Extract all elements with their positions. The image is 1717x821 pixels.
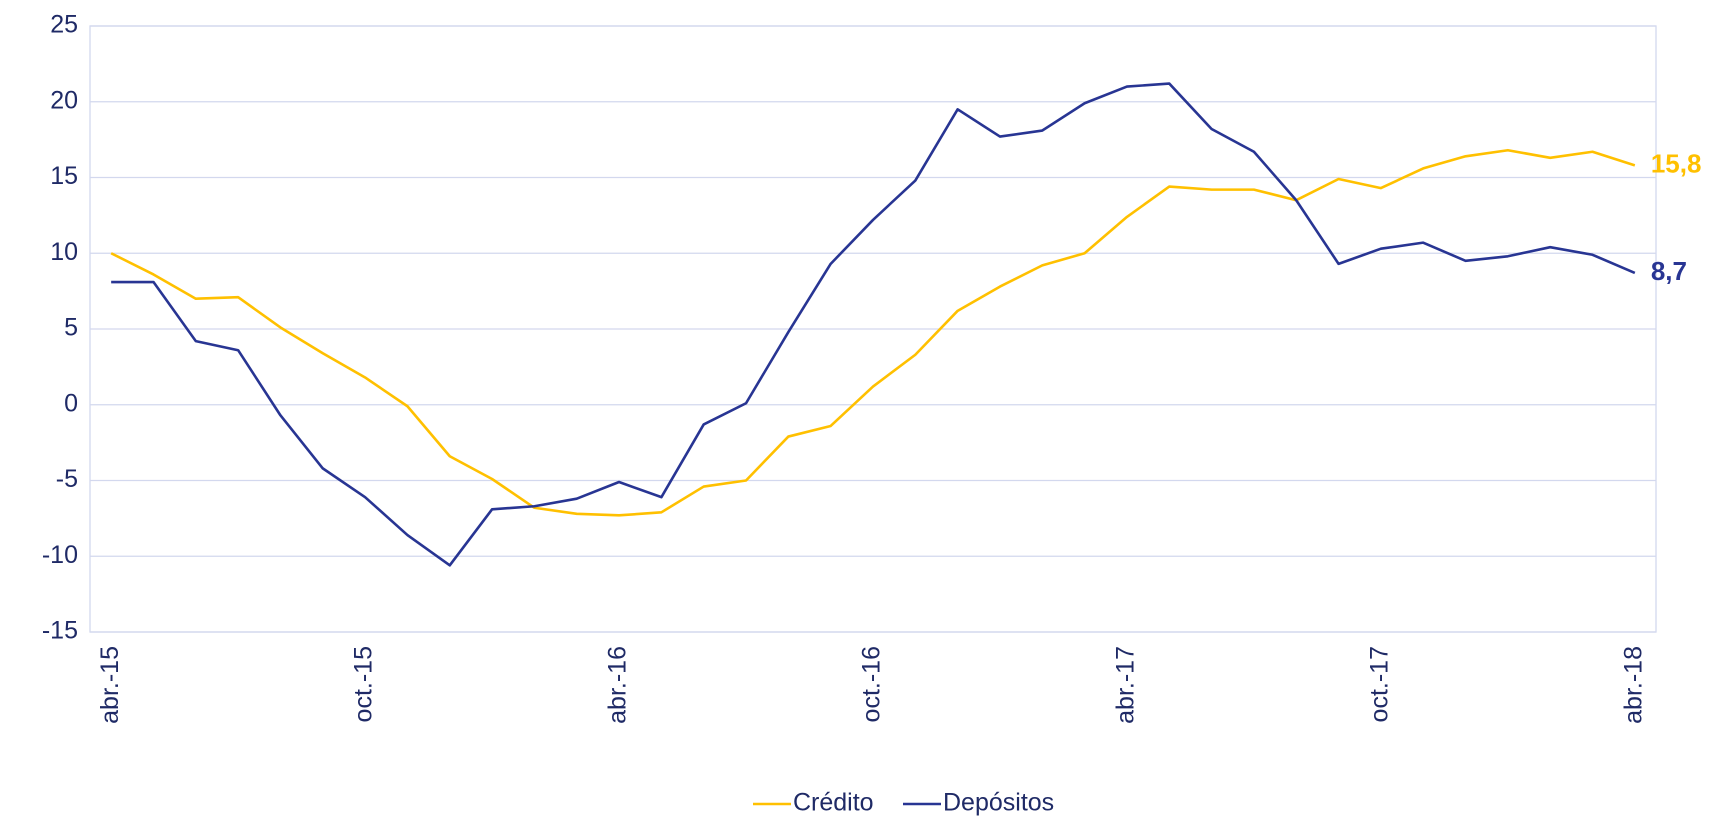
legend-item: Crédito [753,789,874,817]
y-tick-label: 15 [50,162,78,190]
legend-label: Crédito [793,789,874,817]
legend-item: Depósitos [903,789,1054,817]
y-tick-label: 20 [50,86,78,114]
x-tick-label: abr.-15 [96,646,124,724]
y-tick-label: 0 [64,389,78,417]
y-tick-label: -5 [56,465,78,493]
series-line [110,148,1636,517]
x-tick-label: abr.-18 [1619,646,1647,724]
y-tick-label: -15 [42,617,78,645]
series-line [111,82,1636,567]
x-tick-label: abr.-16 [604,646,632,724]
y-tick-label: 5 [64,314,78,342]
legend-label: Depósitos [943,789,1054,817]
x-tick-label: abr.-17 [1112,646,1140,724]
x-tick-label: oct.-15 [350,646,378,722]
end-value-label: 8,7 [1651,256,1687,286]
x-tick-label: oct.-17 [1366,646,1394,722]
end-value-label: 15,8 [1651,148,1702,178]
x-tick-label: oct.-16 [858,646,886,722]
y-tick-label: -10 [42,541,78,569]
y-tick-label: 25 [50,11,78,39]
y-tick-label: 10 [50,238,78,266]
